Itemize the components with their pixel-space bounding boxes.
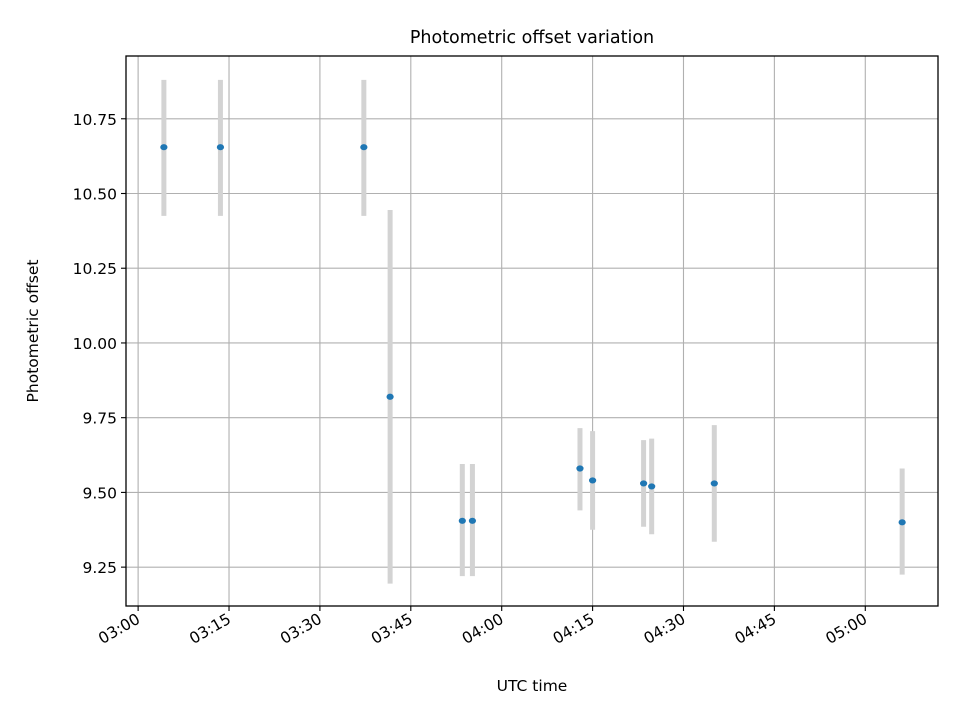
- plot-area: [126, 56, 938, 606]
- y-tick-label: 9.75: [82, 410, 117, 428]
- x-axis-label: UTC time: [497, 677, 568, 695]
- y-tick-label: 10.75: [73, 111, 117, 129]
- y-axis: 9.25 9.50 9.75 10.00 10.25 10.50 10.75: [73, 111, 126, 577]
- data-point: [386, 393, 394, 400]
- data-point: [160, 144, 168, 151]
- data-point: [360, 144, 368, 151]
- grid: [126, 56, 938, 606]
- y-tick-label: 10.00: [73, 335, 117, 353]
- data-points: [160, 144, 906, 526]
- data-point: [576, 465, 584, 472]
- plot-frame: [125, 55, 939, 607]
- chart-title: Photometric offset variation: [410, 28, 654, 48]
- data-point: [898, 519, 906, 526]
- y-axis-label: Photometric offset: [24, 260, 42, 403]
- y-tick-label: 10.50: [73, 186, 117, 204]
- data-point: [648, 483, 656, 490]
- y-tick-label: 9.25: [82, 559, 117, 577]
- data-point: [588, 477, 597, 484]
- data-point: [468, 517, 477, 524]
- y-tick-label: 9.50: [82, 484, 117, 502]
- data-point: [639, 480, 648, 487]
- data-point: [216, 144, 225, 151]
- data-point: [458, 517, 466, 524]
- data-point: [710, 480, 718, 487]
- y-tick-label: 10.25: [73, 260, 117, 278]
